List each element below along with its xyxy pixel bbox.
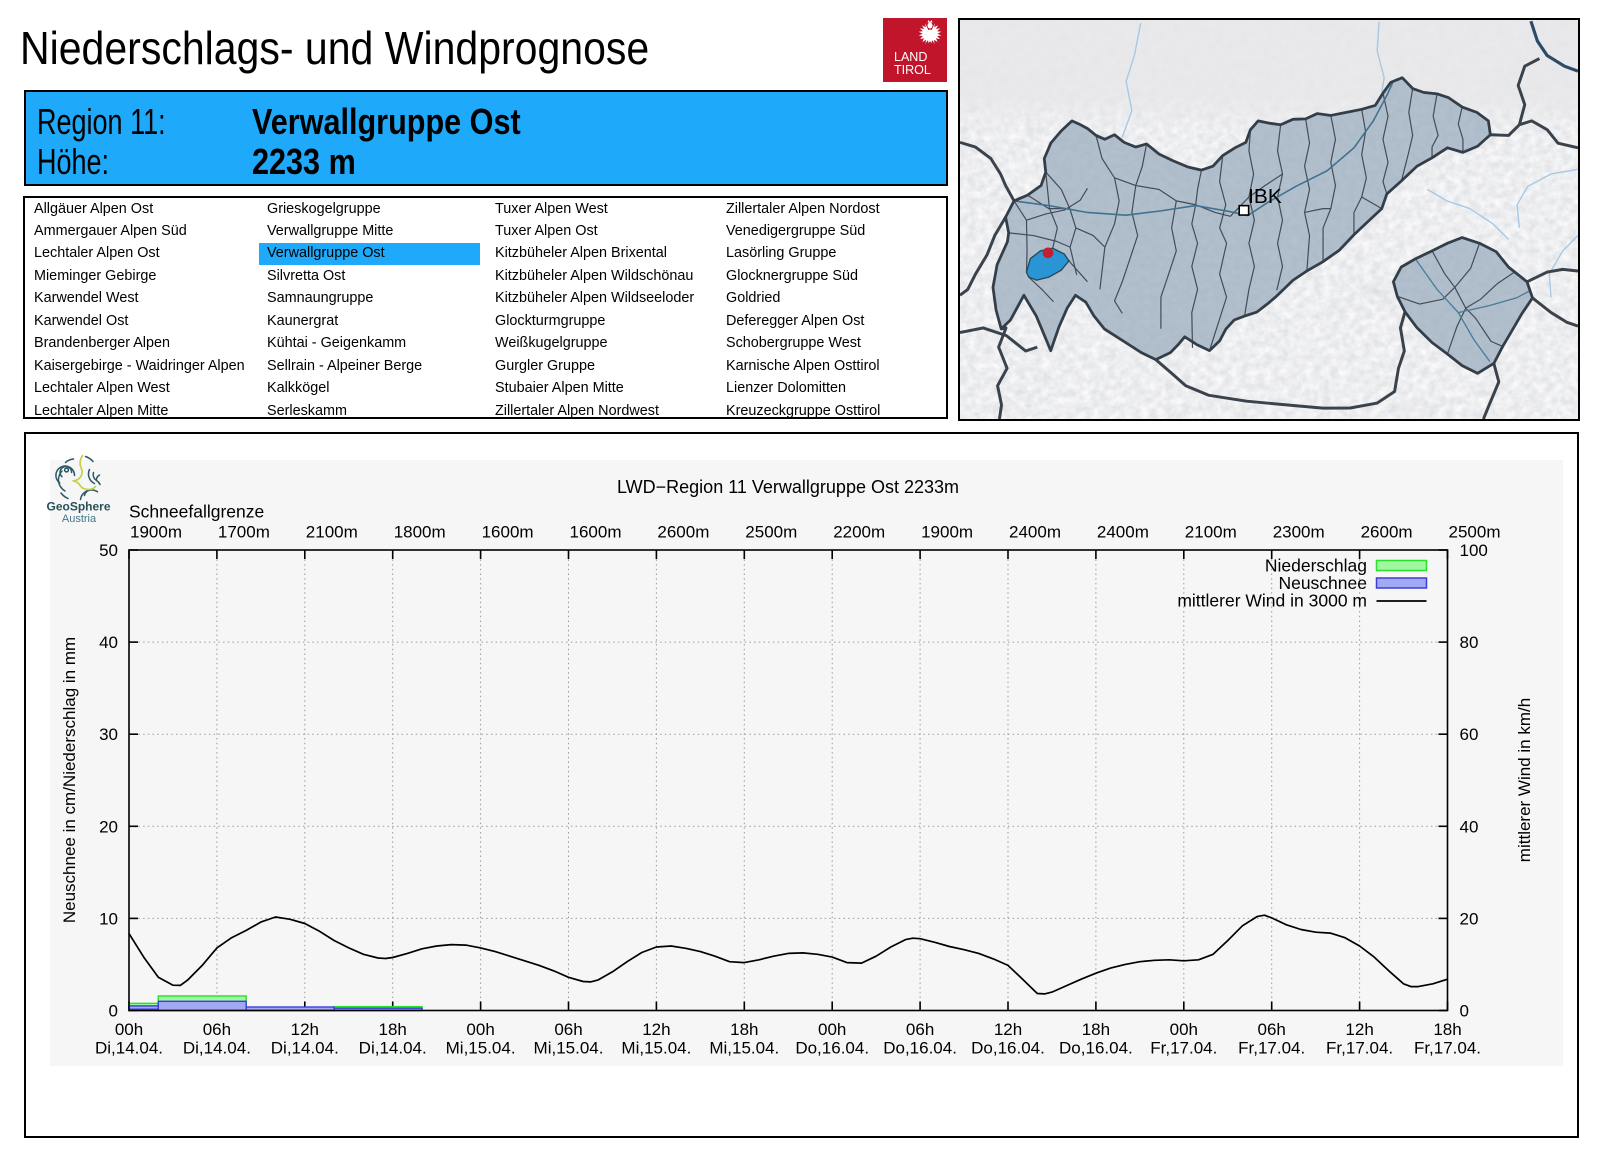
svg-text:12h: 12h	[291, 1020, 319, 1039]
svg-text:1700m: 1700m	[218, 523, 270, 542]
svg-text:Fr,17.04.: Fr,17.04.	[1150, 1039, 1217, 1058]
svg-text:2500m: 2500m	[1449, 523, 1501, 542]
svg-text:Do,16.04.: Do,16.04.	[795, 1039, 869, 1058]
svg-text:2300m: 2300m	[1273, 523, 1325, 542]
svg-text:18h: 18h	[1082, 1020, 1110, 1039]
svg-text:80: 80	[1460, 633, 1479, 652]
svg-text:1900m: 1900m	[130, 523, 182, 542]
svg-text:Di,14.04.: Di,14.04.	[271, 1039, 339, 1058]
svg-text:00h: 00h	[466, 1020, 494, 1039]
svg-text:1600m: 1600m	[482, 523, 534, 542]
svg-text:Fr,17.04.: Fr,17.04.	[1238, 1039, 1305, 1058]
svg-text:0: 0	[109, 1002, 118, 1021]
svg-text:1600m: 1600m	[570, 523, 622, 542]
svg-text:Neuschnee in cm/Niederschlag i: Neuschnee in cm/Niederschlag in mm	[60, 637, 79, 923]
svg-text:GeoSphere: GeoSphere	[47, 500, 111, 514]
svg-text:Neuschnee: Neuschnee	[1278, 573, 1367, 593]
svg-text:06h: 06h	[203, 1020, 231, 1039]
svg-text:18h: 18h	[379, 1020, 407, 1039]
svg-text:1800m: 1800m	[394, 523, 446, 542]
svg-text:100: 100	[1460, 541, 1488, 560]
svg-text:30: 30	[99, 725, 118, 744]
svg-text:Di,14.04.: Di,14.04.	[183, 1039, 251, 1058]
svg-text:50: 50	[99, 541, 118, 560]
svg-text:20: 20	[1460, 909, 1479, 928]
svg-text:06h: 06h	[1258, 1020, 1286, 1039]
svg-text:mittlerer Wind in km/h: mittlerer Wind in km/h	[1515, 698, 1534, 862]
svg-text:Austria: Austria	[62, 513, 97, 525]
svg-text:0: 0	[1460, 1002, 1469, 1021]
svg-text:TIROL: TIROL	[894, 63, 931, 77]
svg-text:12h: 12h	[642, 1020, 670, 1039]
svg-text:mittlerer Wind in 3000 m: mittlerer Wind in 3000 m	[1177, 591, 1367, 611]
svg-text:12h: 12h	[994, 1020, 1022, 1039]
svg-text:20: 20	[99, 817, 118, 836]
svg-text:2100m: 2100m	[306, 523, 358, 542]
svg-text:00h: 00h	[115, 1020, 143, 1039]
svg-text:2100m: 2100m	[1185, 523, 1237, 542]
svg-text:40: 40	[1460, 817, 1479, 836]
svg-text:Niederschlag: Niederschlag	[1265, 556, 1367, 576]
svg-text:IBK: IBK	[1248, 185, 1282, 208]
svg-text:Schneefallgrenze: Schneefallgrenze	[129, 502, 264, 522]
svg-text:Mi,15.04.: Mi,15.04.	[446, 1039, 516, 1058]
svg-text:Di,14.04.: Di,14.04.	[95, 1039, 163, 1058]
svg-text:1900m: 1900m	[921, 523, 973, 542]
svg-text:10: 10	[99, 909, 118, 928]
svg-text:00h: 00h	[818, 1020, 846, 1039]
svg-text:Fr,17.04.: Fr,17.04.	[1326, 1039, 1393, 1058]
svg-text:LAND: LAND	[894, 50, 927, 64]
svg-text:2400m: 2400m	[1009, 523, 1061, 542]
svg-text:2600m: 2600m	[1361, 523, 1413, 542]
svg-text:2600m: 2600m	[657, 523, 709, 542]
svg-text:Mi,15.04.: Mi,15.04.	[534, 1039, 604, 1058]
svg-text:Fr,17.04.: Fr,17.04.	[1414, 1039, 1481, 1058]
svg-text:60: 60	[1460, 725, 1479, 744]
svg-text:00h: 00h	[1170, 1020, 1198, 1039]
svg-text:40: 40	[99, 633, 118, 652]
svg-text:06h: 06h	[906, 1020, 934, 1039]
svg-text:Do,16.04.: Do,16.04.	[883, 1039, 957, 1058]
svg-text:2400m: 2400m	[1097, 523, 1149, 542]
svg-text:Do,16.04.: Do,16.04.	[1059, 1039, 1133, 1058]
svg-text:Do,16.04.: Do,16.04.	[971, 1039, 1045, 1058]
svg-text:18h: 18h	[730, 1020, 758, 1039]
svg-text:18h: 18h	[1433, 1020, 1461, 1039]
svg-text:Mi,15.04.: Mi,15.04.	[621, 1039, 691, 1058]
svg-text:Di,14.04.: Di,14.04.	[359, 1039, 427, 1058]
svg-text:2200m: 2200m	[833, 523, 885, 542]
svg-text:LWD−Region 11 Verwallgruppe Os: LWD−Region 11 Verwallgruppe Ost 2233m	[617, 477, 959, 497]
svg-text:2500m: 2500m	[745, 523, 797, 542]
svg-text:06h: 06h	[554, 1020, 582, 1039]
svg-text:12h: 12h	[1345, 1020, 1373, 1039]
svg-text:Mi,15.04.: Mi,15.04.	[709, 1039, 779, 1058]
